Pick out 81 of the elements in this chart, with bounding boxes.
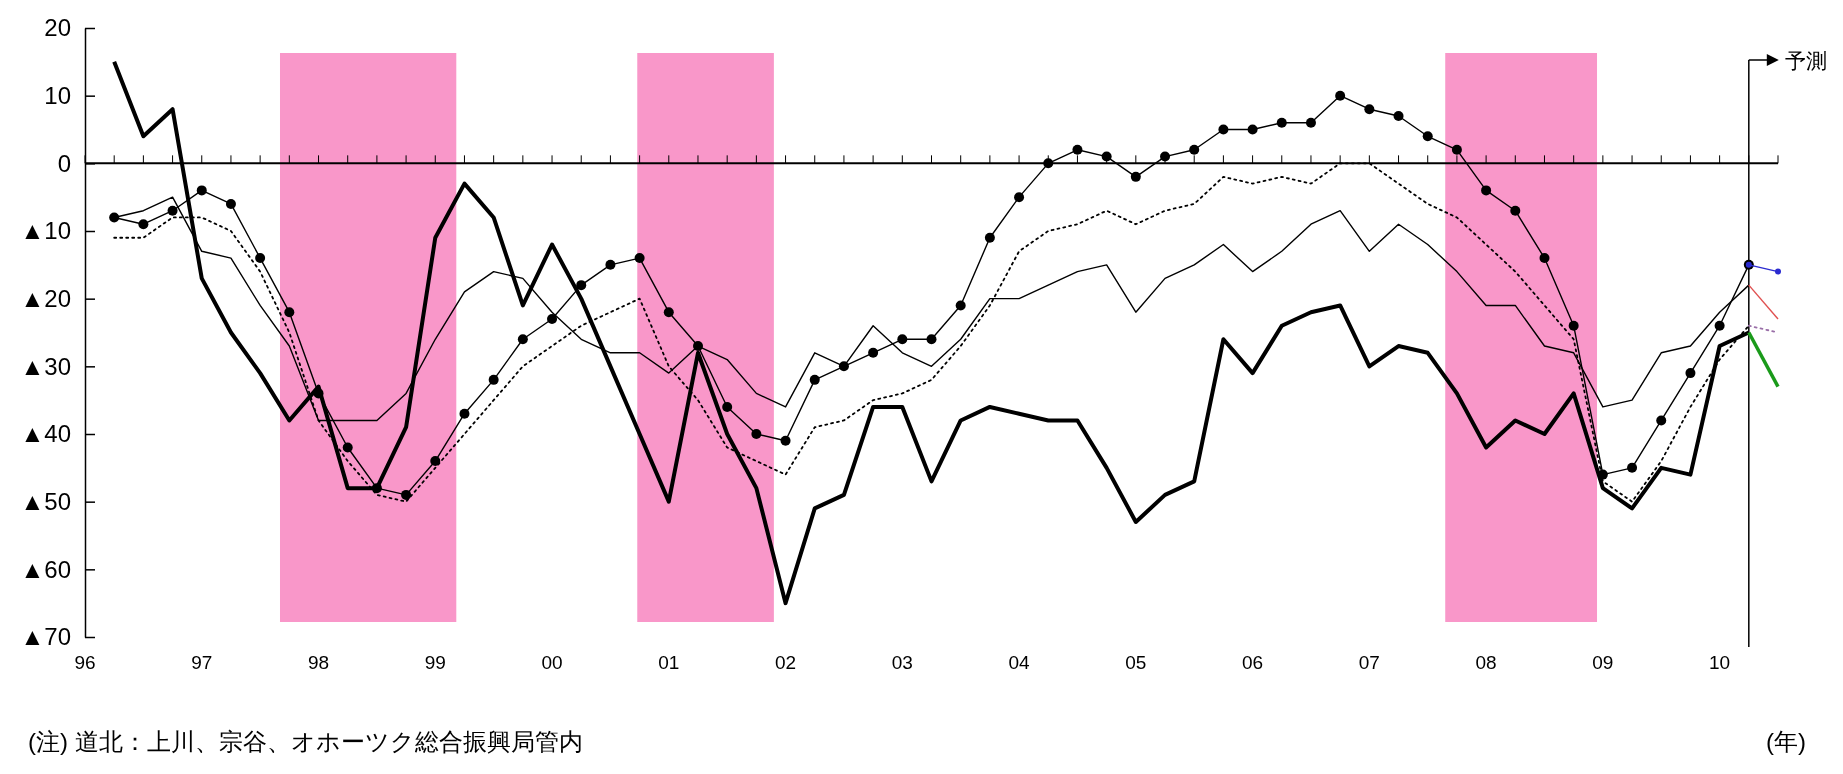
text: (注) 道北：上川、宗谷、オホーツク総合振興局管内 — [28, 728, 583, 755]
point — [547, 313, 558, 324]
x-tick-label: 09 — [1592, 652, 1614, 673]
point — [1568, 320, 1579, 331]
x-tick-label: 10 — [1709, 652, 1731, 673]
y-tick-label: ▲30 — [20, 352, 71, 380]
point — [605, 259, 616, 270]
x-tick-label: 05 — [1125, 652, 1147, 673]
point — [255, 253, 266, 264]
point — [284, 307, 295, 318]
point — [984, 232, 995, 243]
point — [1714, 320, 1725, 331]
point — [313, 388, 324, 399]
point — [576, 280, 587, 291]
point — [1422, 131, 1433, 142]
x-tick-label: 04 — [1008, 652, 1031, 673]
x-tick-label: 06 — [1242, 652, 1264, 673]
y-tick-label: ▲40 — [20, 420, 71, 448]
point — [955, 300, 966, 311]
y-tick-label: ▲50 — [20, 487, 71, 515]
point — [1014, 192, 1025, 203]
x-tick-label: 98 — [307, 652, 330, 673]
point — [1276, 117, 1287, 128]
x-tick-label: 00 — [541, 652, 563, 673]
point — [868, 347, 879, 358]
point — [1539, 253, 1550, 264]
point — [1685, 368, 1696, 379]
point — [1160, 151, 1171, 162]
point — [459, 408, 470, 419]
ref-line-label: 予測 — [1784, 49, 1827, 72]
point — [342, 442, 353, 453]
point — [1364, 104, 1375, 115]
point — [1393, 110, 1404, 121]
point — [1451, 144, 1462, 155]
y-tick-label: 20 — [44, 14, 71, 42]
point — [1043, 158, 1054, 169]
x-tick-label: 03 — [891, 652, 913, 673]
point — [926, 334, 937, 345]
point — [1775, 268, 1781, 275]
point — [1627, 462, 1638, 473]
x-tick-label: 07 — [1358, 652, 1380, 673]
point — [751, 429, 762, 439]
x-tick-label: 99 — [424, 652, 446, 673]
point — [488, 374, 499, 385]
point — [1247, 124, 1258, 135]
point — [1130, 171, 1141, 182]
point — [1510, 205, 1521, 216]
x-tick-label: 08 — [1475, 652, 1497, 673]
point — [1656, 415, 1667, 426]
point — [663, 307, 674, 318]
y-tick-label: ▲20 — [20, 284, 71, 312]
point — [517, 334, 528, 345]
y-tick-label: 0 — [57, 149, 71, 177]
x-tick-label: 02 — [774, 652, 797, 673]
point — [1072, 144, 1083, 155]
point — [780, 435, 791, 446]
point — [1305, 117, 1316, 128]
point — [1218, 124, 1229, 135]
point — [897, 334, 908, 345]
y-tick-label: ▲10 — [20, 217, 71, 245]
y-tick-label: ▲70 — [20, 623, 71, 651]
y-tick-label: 10 — [44, 81, 71, 109]
point — [401, 489, 412, 500]
y-tick-label: ▲60 — [20, 555, 71, 583]
point — [225, 198, 236, 209]
point — [167, 205, 178, 216]
point — [1481, 185, 1492, 196]
x-tick-label: 01 — [658, 652, 680, 673]
point — [1189, 144, 1200, 155]
x-axis-title: (年) — [1766, 728, 1806, 755]
point — [1101, 151, 1112, 162]
x-tick-label: 96 — [74, 652, 96, 673]
point — [809, 374, 820, 385]
point — [196, 185, 207, 196]
point — [138, 219, 149, 230]
point — [1335, 90, 1346, 101]
x-tick-label: 97 — [191, 652, 213, 673]
point — [722, 401, 733, 412]
point — [634, 253, 645, 264]
point — [430, 456, 441, 467]
point — [371, 483, 382, 494]
